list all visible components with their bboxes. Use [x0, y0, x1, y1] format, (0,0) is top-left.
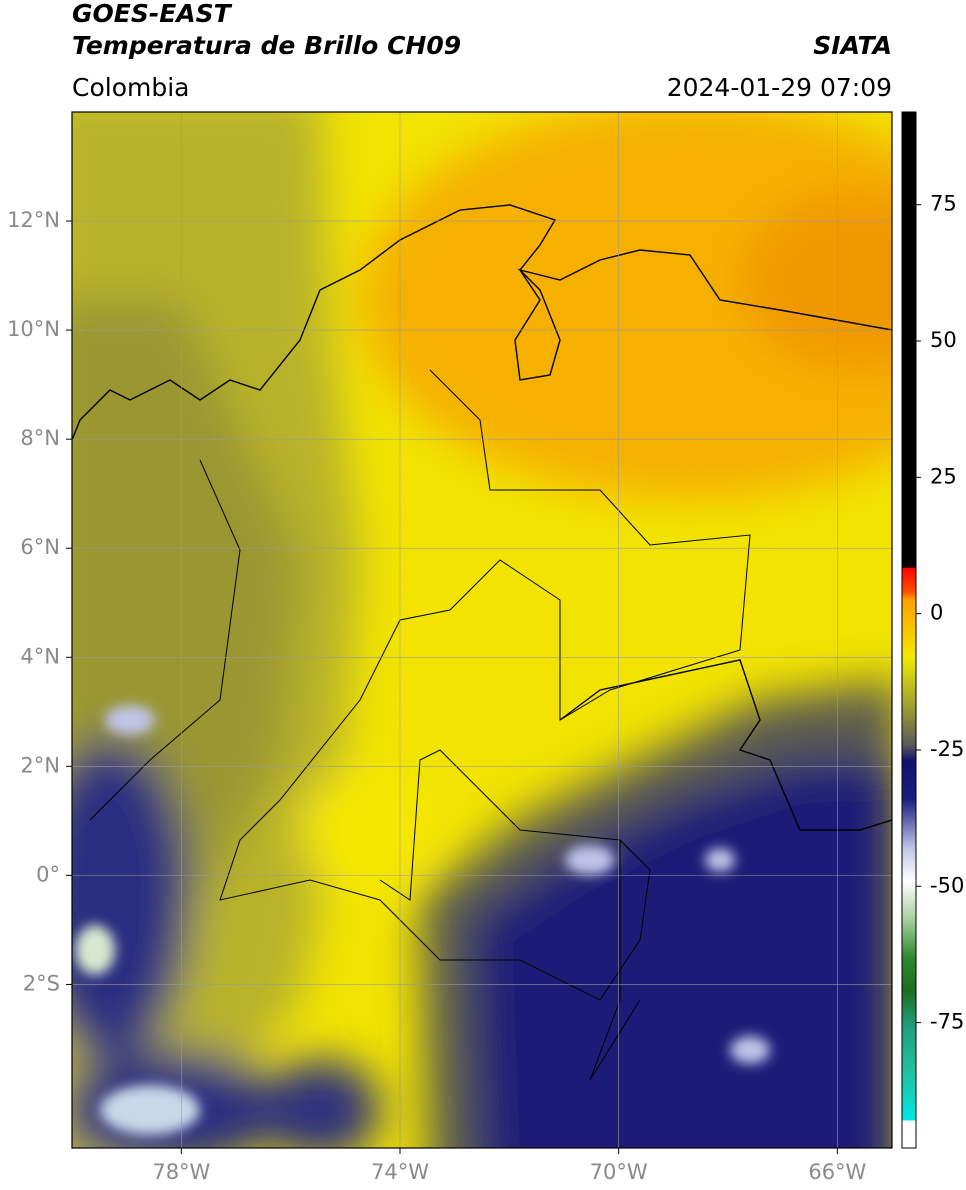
source: SIATA — [813, 31, 892, 60]
y-tick-label: 12°N — [7, 208, 60, 232]
colorbar-tick-label: 75 — [930, 192, 957, 216]
y-tick-label: 2°S — [23, 971, 60, 995]
x-tick-label: 70°W — [590, 1160, 648, 1184]
datetime: 2024-01-29 07:09 — [667, 73, 892, 102]
y-tick-label: 4°N — [20, 644, 60, 668]
coastline — [319, 204, 892, 381]
colorbar-tick-label: 0 — [930, 601, 943, 625]
x-tick-label: 78°W — [152, 1160, 210, 1184]
colorbar-tick-label: 50 — [930, 328, 957, 352]
colorbar — [901, 111, 917, 1149]
colorbar-tick-label: -75 — [930, 1010, 964, 1034]
admin-borders — [89, 369, 751, 1081]
colorbar-tick-label: -50 — [930, 873, 964, 897]
y-tick-label: 6°N — [20, 535, 60, 559]
subtitle: Temperatura de Brillo CH09 — [72, 31, 461, 60]
colorbar-tick-label: -25 — [930, 737, 964, 761]
x-tick-label: 74°W — [371, 1160, 429, 1184]
region: Colombia — [72, 73, 189, 102]
colorbar-tick-label: 25 — [930, 464, 957, 488]
map-frame — [71, 111, 893, 1149]
y-tick-label: 0° — [36, 862, 60, 886]
y-tick-label: 8°N — [20, 426, 60, 450]
x-tick-label: 66°W — [808, 1160, 866, 1184]
title: GOES-EAST — [72, 0, 233, 28]
y-tick-label: 2°N — [20, 753, 60, 777]
satellite-image — [72, 112, 892, 1148]
border — [72, 289, 892, 831]
y-tick-label: 10°N — [7, 317, 60, 341]
